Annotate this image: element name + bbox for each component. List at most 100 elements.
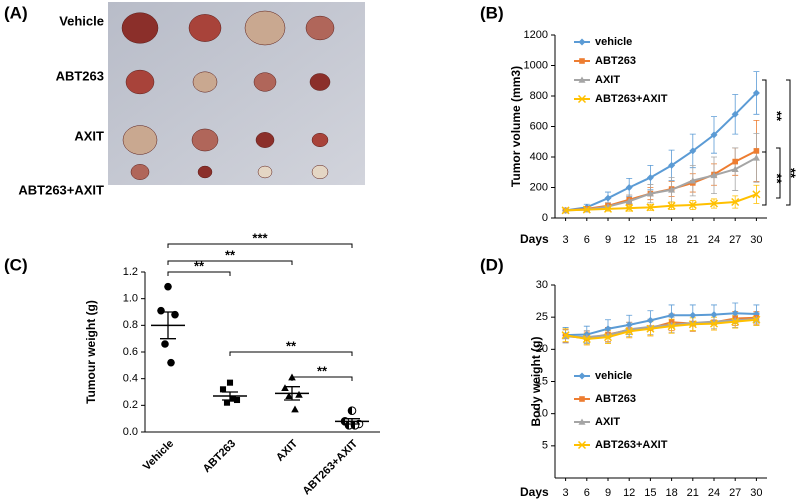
data-point bbox=[753, 148, 760, 154]
data-point bbox=[603, 204, 613, 213]
tumor bbox=[253, 72, 277, 92]
annotation: ** bbox=[770, 111, 785, 122]
data-point bbox=[604, 325, 612, 333]
x-tick-label: 9 bbox=[605, 234, 611, 246]
data-point bbox=[625, 321, 633, 329]
series-line bbox=[565, 318, 757, 339]
annotation: ** bbox=[225, 247, 236, 262]
annotation: ** bbox=[194, 258, 205, 273]
x-tick-label: AXIT bbox=[274, 437, 300, 463]
series-line bbox=[565, 312, 757, 337]
annotation: ** bbox=[317, 363, 328, 378]
x-tick-label: 24 bbox=[708, 487, 720, 499]
data-point bbox=[668, 161, 676, 169]
data-point bbox=[582, 335, 591, 344]
data-point bbox=[625, 197, 633, 205]
panel-label: (D) bbox=[480, 255, 504, 274]
y-tick-label: 200 bbox=[530, 181, 548, 193]
y-tick-label: 15 bbox=[536, 375, 548, 387]
tumor bbox=[192, 71, 218, 93]
data-point bbox=[219, 386, 227, 393]
x-tick-label: 21 bbox=[687, 487, 699, 499]
tumor bbox=[130, 164, 150, 180]
data-point bbox=[229, 395, 237, 402]
x-tick-label: 18 bbox=[665, 487, 677, 499]
data-point bbox=[731, 197, 740, 207]
data-point bbox=[732, 158, 738, 165]
panel-label: (B) bbox=[480, 3, 504, 22]
x-tick-label: 24 bbox=[708, 234, 720, 246]
data-point bbox=[157, 306, 165, 315]
significance-bracket bbox=[762, 79, 767, 153]
x-tick-label: 12 bbox=[623, 234, 635, 246]
y-axis-label: Body weight (g) bbox=[529, 337, 543, 427]
legend-label: ABT263+AXIT bbox=[595, 93, 668, 105]
data-point bbox=[731, 110, 739, 118]
x-tick-label: 15 bbox=[644, 487, 656, 499]
y-tick-label: 1.2 bbox=[123, 266, 138, 278]
y-tick-label: 600 bbox=[530, 120, 548, 132]
annotation: *** bbox=[252, 230, 268, 245]
data-point bbox=[709, 199, 719, 208]
tumor bbox=[122, 125, 158, 155]
y-tick-label: 1200 bbox=[524, 29, 548, 41]
tumor bbox=[311, 132, 329, 148]
legend-label: ABT263+AXIT bbox=[595, 439, 668, 451]
y-tick-label: 0.0 bbox=[123, 426, 138, 438]
x-tick-label: 15 bbox=[644, 234, 656, 246]
data-point bbox=[291, 405, 299, 413]
data-point bbox=[646, 203, 655, 212]
y-tick-label: 1.0 bbox=[123, 293, 138, 305]
data-point bbox=[604, 194, 612, 202]
data-point bbox=[285, 392, 293, 400]
data-point bbox=[603, 333, 613, 342]
data-point bbox=[281, 384, 289, 392]
x-tick-label: 6 bbox=[584, 234, 590, 246]
x-tick-label: ABT263+AXIT bbox=[300, 438, 360, 498]
row-label: AXIT bbox=[74, 128, 104, 143]
row-label: Vehicle bbox=[59, 13, 104, 28]
data-point bbox=[226, 379, 234, 386]
annotation: ** bbox=[286, 338, 297, 353]
data-point bbox=[164, 282, 172, 291]
y-tick-label: 5 bbox=[542, 440, 548, 452]
tumor bbox=[121, 12, 159, 44]
data-point bbox=[710, 311, 718, 319]
data-point bbox=[689, 311, 697, 319]
error-bar bbox=[222, 391, 238, 401]
y-tick-label: 800 bbox=[530, 90, 548, 102]
series-line bbox=[565, 156, 757, 212]
data-point bbox=[689, 177, 697, 184]
data-point bbox=[731, 309, 739, 317]
y-tick-label: 0.2 bbox=[123, 399, 138, 411]
error-bar bbox=[160, 311, 176, 340]
y-axis-label: Tumor volume (mm3) bbox=[509, 66, 523, 187]
series-line bbox=[565, 318, 757, 341]
data-point bbox=[646, 174, 654, 182]
significance-bracket bbox=[786, 79, 791, 206]
x-tick-label: 27 bbox=[729, 234, 741, 246]
y-tick-label: 30 bbox=[536, 279, 548, 291]
data-point bbox=[561, 206, 570, 215]
error-bar bbox=[284, 386, 300, 401]
legend-label: vehicle bbox=[595, 370, 632, 382]
significance-bracket bbox=[167, 243, 353, 248]
annotation: *** bbox=[794, 135, 800, 151]
significance-bracket bbox=[762, 151, 767, 206]
data-point bbox=[709, 319, 719, 328]
data-point bbox=[646, 316, 654, 324]
y-tick-label: 400 bbox=[530, 151, 548, 163]
x-axis-label: Days bbox=[520, 232, 549, 246]
tumor bbox=[197, 165, 213, 179]
x-tick-label: 30 bbox=[750, 234, 762, 246]
data-point bbox=[667, 201, 676, 210]
panel-label: (C) bbox=[4, 255, 28, 274]
data-point bbox=[171, 310, 179, 319]
significance-bracket bbox=[167, 271, 231, 276]
panel-label: (A) bbox=[4, 3, 28, 22]
series-line bbox=[565, 150, 757, 212]
tumor bbox=[191, 128, 219, 152]
data-point bbox=[161, 340, 169, 348]
significance-bracket bbox=[167, 260, 293, 265]
x-tick-label: 18 bbox=[665, 234, 677, 246]
